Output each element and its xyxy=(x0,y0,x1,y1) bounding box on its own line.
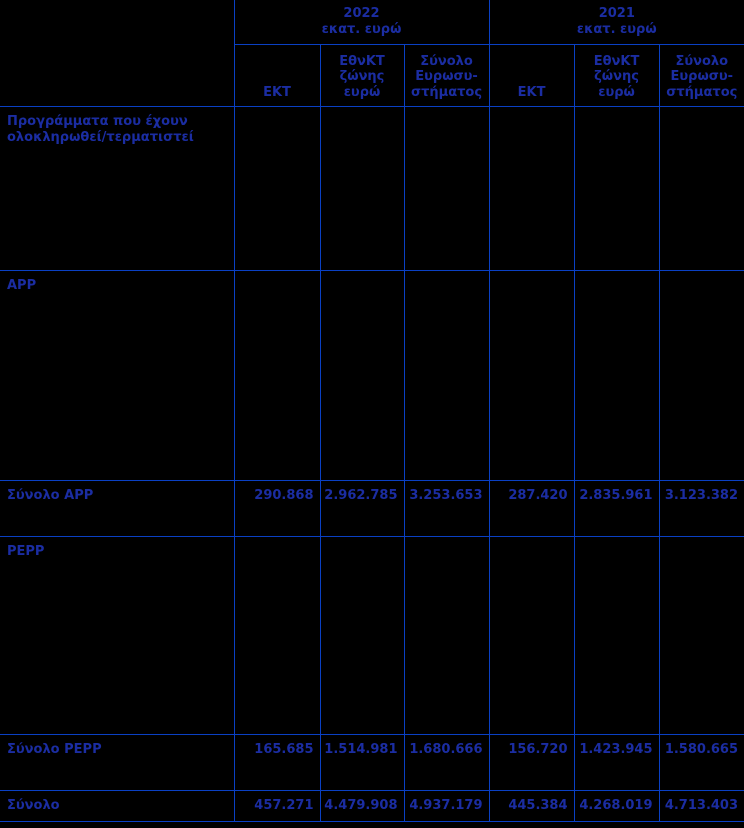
value-cell: 1.514.981 xyxy=(319,734,404,791)
value-cell: 3.123.382 xyxy=(658,480,744,537)
col-header-eurosystem-2021: Σύνολο Ευρωσυ- στήματος xyxy=(658,44,744,107)
value-cell: 4.268.019 xyxy=(573,790,660,822)
value-cell xyxy=(319,106,404,271)
table-row-app-section: APP xyxy=(0,270,744,481)
col-header-ncb-2022: ΕθνΚΤ ζώνης ευρώ xyxy=(319,44,404,107)
table-row-total-pepp: Σύνολο PEPP 165.685 1.514.981 1.680.666 … xyxy=(0,734,744,791)
value-cell xyxy=(403,106,490,271)
year-label-2022: 2022 xyxy=(343,6,380,21)
value-cell xyxy=(233,106,320,271)
table-row-pepp-section: PEPP xyxy=(0,536,744,735)
value-cell: 4.479.908 xyxy=(319,790,404,822)
value-cell: 165.685 xyxy=(233,734,320,791)
value-cell: 4.937.179 xyxy=(403,790,490,822)
value-cell xyxy=(319,270,404,481)
value-cell: 1.680.666 xyxy=(403,734,490,791)
value-cell xyxy=(488,536,575,735)
value-cell xyxy=(573,536,660,735)
col-header-ekt-2021: ΕΚΤ xyxy=(488,44,575,107)
value-cell: 290.868 xyxy=(233,480,320,537)
unit-label-2021: εκατ. ευρώ xyxy=(576,22,657,38)
value-cell: 1.580.665 xyxy=(658,734,744,791)
year-header-row: 2022 εκατ. ευρώ 2021 εκατ. ευρώ xyxy=(0,0,744,107)
year-group-2021: 2021 εκατ. ευρώ xyxy=(488,0,744,45)
value-cell: 2.835.961 xyxy=(573,480,660,537)
value-cell xyxy=(658,270,744,481)
value-cell xyxy=(573,106,660,271)
value-cell xyxy=(658,106,744,271)
unit-label-2022: εκατ. ευρώ xyxy=(321,22,402,38)
value-cell xyxy=(319,536,404,735)
col-header-ekt-2022: ΕΚΤ xyxy=(233,44,320,107)
value-cell: 4.713.403 xyxy=(658,790,744,822)
value-cell xyxy=(573,270,660,481)
row-label: APP xyxy=(0,270,234,481)
corner-cell xyxy=(0,0,234,107)
value-cell xyxy=(488,270,575,481)
value-cell xyxy=(658,536,744,735)
value-cell xyxy=(488,106,575,271)
row-label: Σύνολο APP xyxy=(0,480,234,537)
col-header-eurosystem-2022: Σύνολο Ευρωσυ- στήματος xyxy=(403,44,490,107)
value-cell: 287.420 xyxy=(488,480,575,537)
value-cell xyxy=(233,536,320,735)
value-cell: 445.384 xyxy=(488,790,575,822)
row-label: Σύνολο PEPP xyxy=(0,734,234,791)
row-label: Προγράμματα που έχουν ολοκληρωθεί/τερματ… xyxy=(0,106,234,271)
value-cell xyxy=(233,270,320,481)
value-cell: 3.253.653 xyxy=(403,480,490,537)
col-header-ncb-2021: ΕθνΚΤ ζώνης ευρώ xyxy=(573,44,660,107)
year-label-2021: 2021 xyxy=(598,6,635,21)
value-cell: 156.720 xyxy=(488,734,575,791)
column-header-row: ΕΚΤ ΕθνΚΤ ζώνης ευρώ Σύνολο Ευρωσυ- στήμ… xyxy=(0,44,744,107)
table-row-grand-total: Σύνολο 457.271 4.479.908 4.937.179 445.3… xyxy=(0,790,744,822)
value-cell: 457.271 xyxy=(233,790,320,822)
table-row-completed-programmes: Προγράμματα που έχουν ολοκληρωθεί/τερματ… xyxy=(0,106,744,271)
year-group-2022: 2022 εκατ. ευρώ xyxy=(233,0,490,45)
value-cell: 2.962.785 xyxy=(319,480,404,537)
value-cell: 1.423.945 xyxy=(573,734,660,791)
value-cell xyxy=(403,536,490,735)
value-cell xyxy=(403,270,490,481)
row-label: PEPP xyxy=(0,536,234,735)
row-label: Σύνολο xyxy=(0,790,234,822)
table-row-total-app: Σύνολο APP 290.868 2.962.785 3.253.653 2… xyxy=(0,480,744,537)
